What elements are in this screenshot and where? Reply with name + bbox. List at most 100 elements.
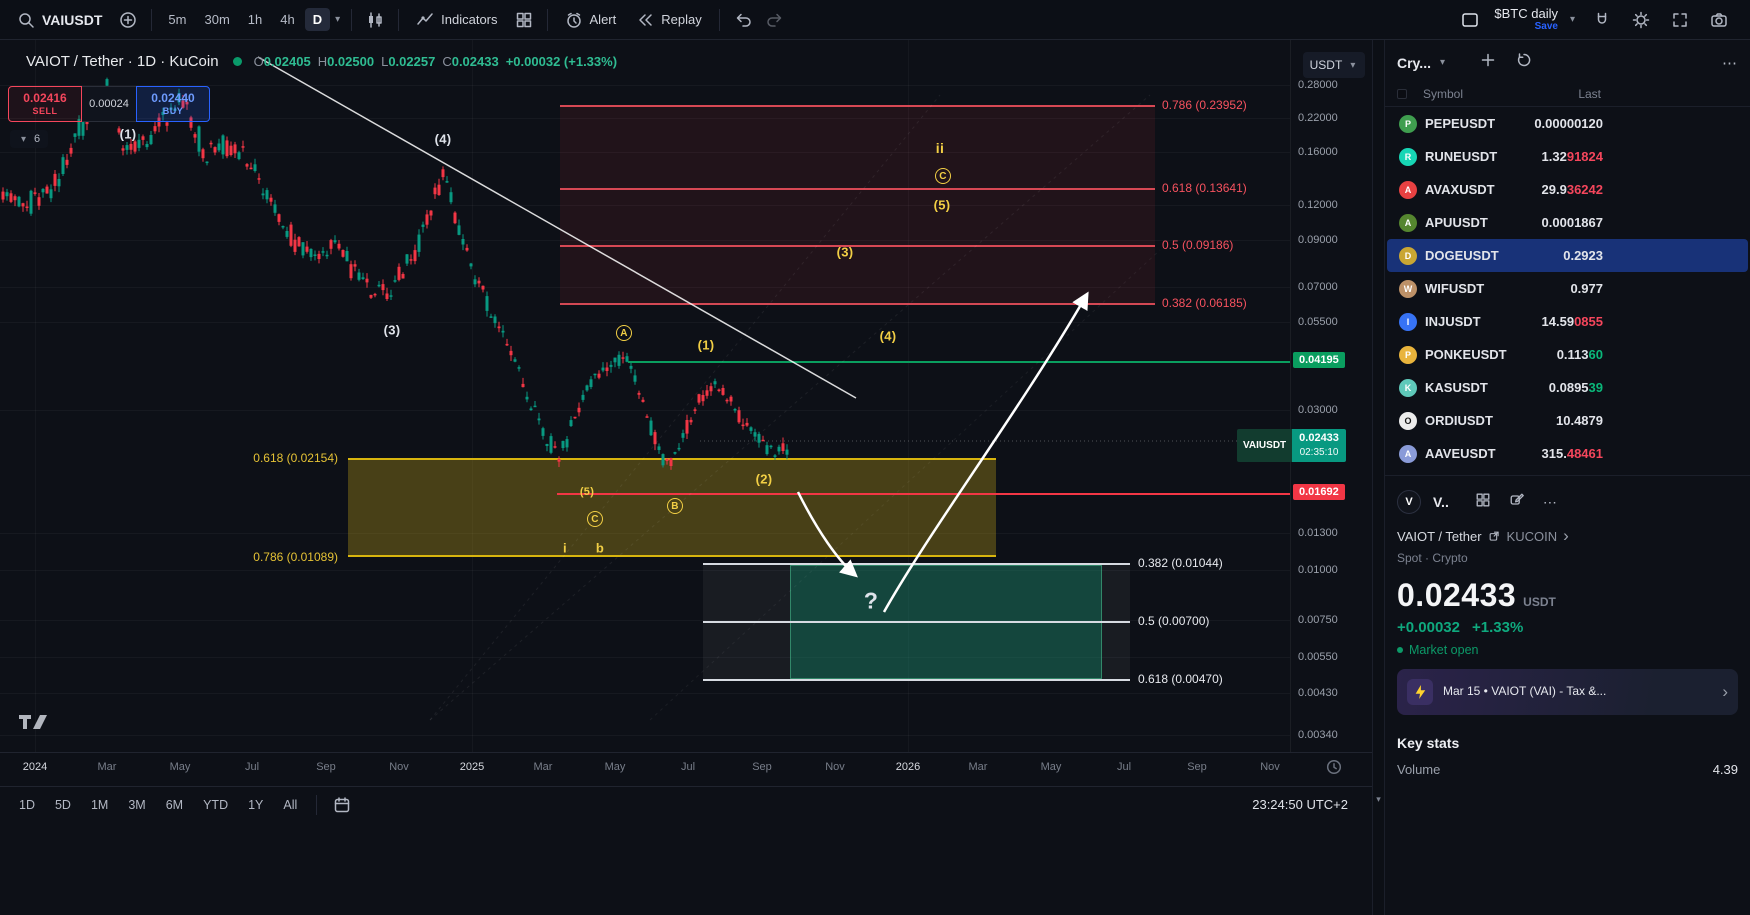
range-1y[interactable]: 1Y <box>248 797 264 812</box>
watchlist-title[interactable]: Cry... <box>1397 54 1431 71</box>
range-all[interactable]: All <box>283 797 298 812</box>
current-symbol-chip: VAIUSDT <box>1237 429 1293 463</box>
currency-toggle[interactable]: USDT ▾ <box>1303 52 1365 78</box>
resistance-line-green[interactable] <box>628 361 1290 363</box>
descending-trendline[interactable] <box>257 56 857 399</box>
compare-add-button[interactable] <box>113 5 143 35</box>
alert-button[interactable]: Alert <box>556 7 626 33</box>
symbol-search-button[interactable]: VAIUSDT <box>8 7 111 33</box>
indicators-button[interactable]: Indicators <box>407 7 506 33</box>
fib-retracement-zone-upper[interactable] <box>560 105 1155 303</box>
watchlist-row-aaveusdt[interactable]: A AAVEUSDT 315.48461 <box>1387 437 1748 470</box>
time-axis[interactable]: 2024 Mar May Jul Sep Nov 2025 Mar May Jul Sep Nov 20… <box>0 752 1372 784</box>
wave-label[interactable]: A <box>616 325 632 341</box>
watchlist-row-ordiusdt[interactable]: O ORDIUSDT 10.4879 <box>1387 404 1748 437</box>
timeframe-d[interactable]: D <box>304 8 331 31</box>
range-3m[interactable]: 3M <box>128 797 146 812</box>
chevron-down-icon[interactable]: ▾ <box>1439 57 1446 68</box>
timeframe-30m[interactable]: 30m <box>204 12 230 27</box>
session-clock[interactable]: 23:24:50 UTC+2 <box>1252 797 1348 812</box>
watchlist-row-kasusdt[interactable]: K KASUSDT 0.089539 <box>1387 371 1748 404</box>
detail-edit-button[interactable] <box>1509 492 1525 513</box>
watchlist-row-apuusdt[interactable]: A APUUSDT 0.0001867 <box>1387 206 1748 239</box>
panel-divider-scrollbar[interactable]: ▾ <box>1372 40 1385 915</box>
wave-label[interactable]: (1) <box>119 126 137 142</box>
range-5d[interactable]: 5D <box>54 797 71 812</box>
panel-toggle-button[interactable] <box>1455 5 1485 35</box>
wave-label[interactable]: (4) <box>879 328 897 344</box>
watchlist-row-avaxusdt[interactable]: A AVAXUSDT 29.936242 <box>1387 173 1748 206</box>
wave-label[interactable]: (1) <box>697 337 715 353</box>
chevron-right-icon[interactable]: › <box>1563 526 1569 545</box>
redo-button[interactable] <box>760 5 790 35</box>
scroll-down-icon[interactable]: ▾ <box>1376 794 1381 804</box>
range-1d[interactable]: 1D <box>19 797 35 812</box>
timeframe-4h[interactable]: 4h <box>280 12 295 27</box>
wave-label[interactable]: C <box>935 168 951 184</box>
settings-button[interactable] <box>1626 5 1656 35</box>
watchlist-row-ponkeusdt[interactable]: P PONKEUSDT 0.11360 <box>1387 338 1748 371</box>
timeframe-5m[interactable]: 5m <box>168 12 187 27</box>
wave-label[interactable]: (5) <box>933 197 951 213</box>
layout-grid-button[interactable] <box>509 5 539 35</box>
watchlist-row-wifusdt[interactable]: W WIFUSDT 0.977 <box>1387 272 1748 305</box>
timezone-clock-icon[interactable] <box>1326 759 1342 780</box>
wave-label[interactable]: (3) <box>383 322 401 338</box>
watchlist-last-price: 10.4879 <box>1556 413 1603 428</box>
target-box-green[interactable] <box>790 565 1102 679</box>
wave-label[interactable]: (3) <box>836 244 854 260</box>
flag-column-icon[interactable] <box>1397 88 1407 99</box>
detail-grid-button[interactable] <box>1475 492 1491 513</box>
wave-label[interactable]: (5) <box>579 486 595 498</box>
sell-button[interactable]: 0.02416 SELL <box>8 86 82 122</box>
timeframe-1h[interactable]: 1h <box>247 12 263 27</box>
price-axis[interactable] <box>1290 40 1372 752</box>
range-6m[interactable]: 6M <box>165 797 184 812</box>
magnet-button[interactable] <box>1587 5 1617 35</box>
watchlist-row-injusdt[interactable]: I INJUSDT 14.590855 <box>1387 305 1748 338</box>
question-mark-annotation[interactable]: ? <box>863 587 879 614</box>
news-card[interactable]: Mar 15 • VAIOT (VAI) - Tax &... › <box>1397 669 1738 715</box>
object-tree-pill[interactable]: ▾ 6 <box>10 130 49 148</box>
watchlist-row-pepeusdt[interactable]: P PEPEUSDT 0.00000120 <box>1387 107 1748 140</box>
range-ytd[interactable]: YTD <box>203 797 229 812</box>
watchlist-row-runeusdt[interactable]: R RUNEUSDT 1.3291824 <box>1387 140 1748 173</box>
watchlist-symbol: APUUSDT <box>1425 215 1488 230</box>
range-1m[interactable]: 1M <box>90 797 109 812</box>
wave-label[interactable]: (2) <box>755 471 773 487</box>
fullscreen-button[interactable] <box>1665 5 1695 35</box>
wave-label[interactable]: C <box>587 511 603 527</box>
layout-chevron[interactable]: ▾ <box>1569 14 1575 25</box>
replay-button[interactable]: Replay <box>627 7 710 33</box>
wave-label[interactable]: B <box>667 498 683 514</box>
save-button[interactable]: Save <box>1534 21 1558 33</box>
undo-button[interactable] <box>728 5 758 35</box>
history-button[interactable] <box>1516 52 1532 73</box>
wave-label[interactable]: (4) <box>434 131 452 147</box>
exchange-label: KUCOIN <box>1506 528 1558 544</box>
watchlist-row-dogeusdt[interactable]: D DOGEUSDT 0.2923 <box>1387 239 1748 272</box>
watchlist-more-button[interactable]: ⋯ <box>1722 54 1738 72</box>
red-level-price-tag: 0.01692 <box>1293 484 1345 500</box>
timeframe-menu-chevron[interactable]: ▾ <box>335 14 341 25</box>
gear-icon <box>1632 11 1650 28</box>
last-column-header[interactable]: Last <box>1578 86 1601 101</box>
wave-label[interactable]: b <box>595 540 605 556</box>
tradingview-logo[interactable] <box>16 712 50 737</box>
wave-label[interactable]: i <box>563 540 567 556</box>
snapshot-button[interactable] <box>1704 5 1734 35</box>
projection-arrow-down[interactable] <box>796 491 858 578</box>
layout-menu[interactable]: $BTC daily Save <box>1494 6 1558 33</box>
support-line-red[interactable] <box>557 493 1290 495</box>
detail-more-button[interactable]: ⋯ <box>1542 493 1557 510</box>
wave-label[interactable]: ii <box>935 140 945 156</box>
symbol-column-header[interactable]: Symbol <box>1423 86 1464 101</box>
goto-date-button[interactable] <box>327 790 357 820</box>
add-symbol-button[interactable] <box>1480 52 1496 73</box>
chart-legend[interactable]: VAIOT / Tether · 1D · KuCoin O0.02405 H0… <box>26 53 617 70</box>
external-link-icon[interactable] <box>1488 530 1501 543</box>
projection-arrow-up[interactable] <box>882 291 1089 613</box>
buy-button[interactable]: 0.02440 BUY <box>136 86 210 122</box>
pair-link[interactable]: VAIOT / Tether <box>1397 528 1482 544</box>
chart-style-button[interactable] <box>360 5 390 35</box>
